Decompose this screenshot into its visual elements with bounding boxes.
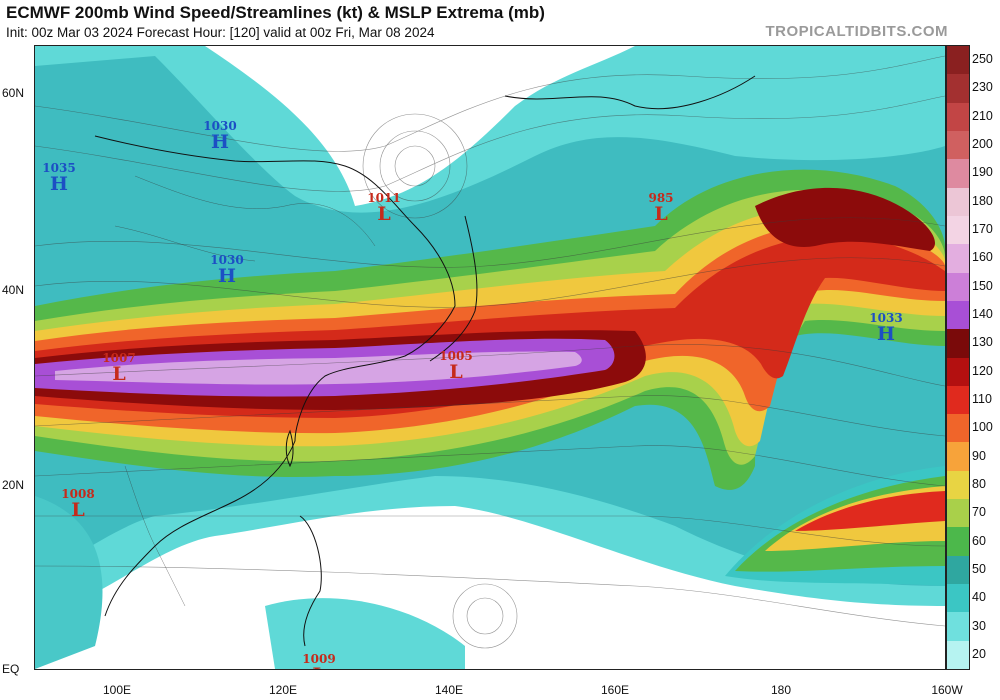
colorbar-segment bbox=[947, 612, 969, 642]
lat-label-20n: 20N bbox=[2, 478, 25, 492]
pressure-value: 1030 bbox=[203, 119, 237, 133]
pressure-value: 985 bbox=[648, 191, 674, 205]
colorbar-label: 60 bbox=[972, 533, 986, 548]
colorbar-label: 90 bbox=[972, 448, 986, 463]
colorbar-label: 50 bbox=[972, 561, 986, 576]
weather-map: 1030 H 1035 H 1011 L 985 L 1030 H 1033 H… bbox=[34, 45, 946, 670]
pressure-value: 1007 bbox=[102, 351, 136, 365]
pressure-value: 1005 bbox=[439, 349, 473, 363]
colorbar-label: 120 bbox=[972, 363, 993, 378]
brand-watermark: TROPICALTIDBITS.COM bbox=[765, 23, 948, 40]
low-marker: L bbox=[299, 666, 339, 670]
low-marker: L bbox=[377, 203, 391, 225]
colorbar-label: 20 bbox=[972, 646, 986, 661]
colorbar-segment bbox=[947, 555, 969, 585]
pressure-value: 1011 bbox=[367, 191, 401, 205]
low-marker: L bbox=[654, 203, 668, 225]
pressure-system-low: 1008 L bbox=[58, 488, 98, 520]
pressure-value: 1030 bbox=[210, 253, 244, 267]
lon-label-160w: 160W bbox=[931, 683, 963, 697]
colorbar-label: 130 bbox=[972, 335, 993, 350]
high-marker: H bbox=[211, 131, 229, 153]
colorbar-label: 170 bbox=[972, 222, 993, 237]
colorbar-label: 70 bbox=[972, 505, 986, 520]
pressure-value: 1033 bbox=[869, 311, 903, 325]
colorbar-segment bbox=[947, 187, 969, 217]
pressure-system-low: 1011 L bbox=[364, 192, 404, 224]
lat-label-eq: EQ bbox=[2, 662, 20, 676]
colorbar-segment bbox=[947, 215, 969, 245]
colorbar-segment bbox=[947, 329, 969, 358]
colorbar-label: 160 bbox=[972, 250, 993, 265]
lon-label-160e: 160E bbox=[600, 683, 630, 697]
high-marker: H bbox=[50, 173, 68, 195]
chart-subtitle: Init: 00z Mar 03 2024 Forecast Hour: [12… bbox=[6, 25, 435, 40]
lon-label-120e: 120E bbox=[268, 683, 298, 697]
colorbar-label: 210 bbox=[972, 108, 993, 123]
colorbar-segment bbox=[947, 414, 969, 443]
colorbar-label: 230 bbox=[972, 80, 993, 95]
colorbar-segment bbox=[947, 640, 969, 670]
colorbar-label: 100 bbox=[972, 420, 993, 435]
colorbar-label: 200 bbox=[972, 137, 993, 152]
colorbar-label: 140 bbox=[972, 307, 993, 322]
pressure-value: 1008 bbox=[61, 487, 95, 501]
pressure-value: 1035 bbox=[42, 161, 76, 175]
pressure-system-high: 1033 H bbox=[866, 312, 906, 344]
colorbar-label: 190 bbox=[972, 165, 993, 180]
low-marker: L bbox=[112, 363, 126, 385]
colorbar-label: 150 bbox=[972, 278, 993, 293]
lat-label-40n: 40N bbox=[2, 283, 25, 297]
pressure-system-low: 1009 L bbox=[299, 653, 339, 670]
colorbar-segment bbox=[947, 527, 969, 557]
colorbar-segment bbox=[947, 300, 969, 330]
colorbar-segment bbox=[947, 272, 969, 302]
colorbar-segment bbox=[947, 470, 969, 500]
colorbar-segment bbox=[947, 244, 969, 274]
pressure-system-high: 1035 H bbox=[39, 162, 79, 194]
pressure-system-high: 1030 H bbox=[207, 254, 247, 286]
colorbar-segment bbox=[947, 159, 969, 189]
colorbar-segment bbox=[947, 102, 969, 132]
colorbar-segment bbox=[947, 584, 969, 613]
colorbar-segment bbox=[947, 499, 969, 528]
high-marker: H bbox=[218, 265, 236, 287]
colorbar-segment bbox=[947, 46, 969, 75]
pressure-system-low: 1007 L bbox=[99, 352, 139, 384]
colorbar-label: 180 bbox=[972, 193, 993, 208]
high-marker: H bbox=[877, 323, 895, 345]
lon-label-180: 180 bbox=[770, 683, 792, 697]
lon-label-100e: 100E bbox=[102, 683, 132, 697]
low-marker: L bbox=[449, 361, 463, 383]
colorbar-label: 30 bbox=[972, 618, 986, 633]
colorbar-label: 40 bbox=[972, 590, 986, 605]
pressure-system-high: 1030 H bbox=[200, 120, 240, 152]
colorbar-segment bbox=[947, 130, 969, 160]
lon-label-140e: 140E bbox=[434, 683, 464, 697]
pressure-value: 1009 bbox=[302, 652, 336, 666]
colorbar-label: 110 bbox=[972, 391, 992, 406]
low-marker: L bbox=[71, 499, 85, 521]
lat-label-60n: 60N bbox=[2, 86, 25, 100]
colorbar-segment bbox=[947, 74, 969, 104]
wind-speed-field bbox=[35, 46, 945, 669]
colorbar-label: 250 bbox=[972, 52, 993, 67]
colorbar-segment bbox=[947, 442, 969, 472]
colorbar bbox=[946, 45, 970, 670]
pressure-system-low: 985 L bbox=[641, 192, 681, 224]
chart-title: ECMWF 200mb Wind Speed/Streamlines (kt) … bbox=[6, 3, 545, 22]
pressure-system-low: 1005 L bbox=[436, 350, 476, 382]
colorbar-segment bbox=[947, 357, 969, 387]
colorbar-label: 80 bbox=[972, 476, 986, 491]
colorbar-segment bbox=[947, 385, 969, 415]
